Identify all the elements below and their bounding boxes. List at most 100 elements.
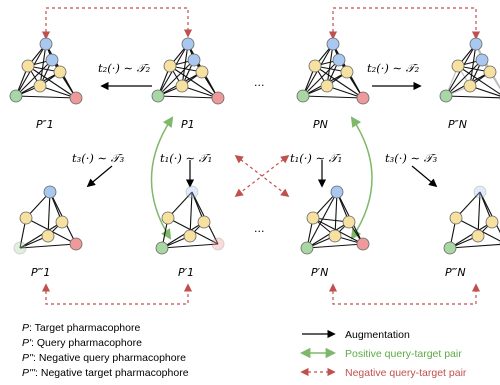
graph-node [197,215,211,229]
graph-edge [334,191,338,237]
legend-sym-0: P [22,322,29,334]
graph-node [473,185,487,199]
graph-node [342,215,356,229]
transform-t1-right: t₁(·) ∼ 𝒯₁ [290,151,342,165]
graph-p3-1 [13,185,83,255]
graph-node [483,65,497,79]
legend-text-3: : Negative target pharmacophore [35,367,189,379]
graph-node [155,241,169,255]
svg-text:P''': Negative target pharmaco: P''': Negative target pharmacophore [22,367,189,379]
graph-edge [157,95,219,99]
graph-edge [51,59,77,99]
svg-text:P: Target pharmacophore: P: Target pharmacophore [22,322,140,334]
graph-edge [445,95,500,99]
graph-node [356,237,370,251]
legend-sym-3: P''' [22,367,36,379]
graph-node [55,215,69,229]
graph-node [439,89,453,103]
label-p3-n: P‴N [445,266,466,279]
legend-text-0: : Target pharmacophore [29,322,140,334]
graph-p1 [151,37,225,105]
bottom-negative-link-left [41,283,193,305]
graph-edge [39,43,47,87]
graph-node [33,79,47,93]
top-negative-link-left [41,7,193,40]
graph-p1-1 [155,185,225,255]
label-p1-1: P′1 [178,266,194,279]
graph-node [328,229,342,243]
graph-edge [302,59,340,97]
graph-node [161,211,175,225]
graph-node [185,185,199,199]
graph-node [308,59,322,73]
graph-node [300,241,314,255]
graph-node [19,211,33,225]
graph-node [340,65,354,79]
graph-node [187,53,201,67]
graph-edge [157,59,195,97]
graph-node [320,79,334,93]
graph-node [69,237,83,251]
graph-edge [193,59,219,99]
graph-node [181,37,195,51]
transform-t3-right: t₃(·) ∼ 𝒯₃ [385,151,438,165]
pharmacophore-graphs [9,37,500,255]
graph-edge [161,221,205,249]
svg-text:P': Query pharmacophore: P': Query pharmacophore [22,337,142,349]
legend-left: P: Target pharmacophore P': Query pharma… [22,322,189,379]
graph-node [475,53,489,67]
graph-node [332,53,346,67]
graph-edge [469,43,477,87]
legend-sym-2: P'' [22,352,34,364]
legend-sym-1: P' [22,337,32,349]
top-negative-link-right [328,7,481,40]
ellipsis-bottom: ... [254,222,265,235]
ellipsis-top: ... [254,76,265,89]
graph-edge [449,221,493,249]
graph-edge [15,95,77,99]
graph-p2-n [439,37,500,103]
graph-node [45,53,59,67]
graph-edge [306,191,338,249]
legend-negative-text: Negative query-target pair [345,367,467,379]
graph-node [306,211,320,225]
graph-node [463,79,477,93]
graph-edge [306,221,350,249]
graph-edge [338,59,364,99]
graph-edge [481,59,500,90]
graph-node [43,185,57,199]
graph-node [163,59,177,73]
graph-edge [27,65,77,99]
graph-edge [445,59,483,97]
graph-node [13,241,27,255]
graph-edge [19,221,63,249]
graph-node [296,89,310,103]
label-p1-n: P′N [311,266,328,279]
graph-edge [181,43,189,87]
graph-edge [189,191,193,237]
legend-positive-text: Positive query-target pair [345,348,462,360]
graph-edge [457,65,500,95]
graph-node [451,59,465,73]
graph-node [9,89,23,103]
positive-arrow-right [350,116,373,240]
graph-node [211,91,225,105]
legend-text-1: : Query pharmacophore [31,337,142,349]
legend-augment-text: Augmentation [345,329,410,341]
graph-node [356,91,370,105]
bottom-negative-link-right [328,283,481,305]
augment-arrow-t3-right [411,165,438,188]
graph-node [449,211,463,225]
central-negative-cross [234,154,290,198]
graph-node [39,37,53,51]
graph-node [41,229,55,243]
transform-t2-right: t₂(·) ∼ 𝒯₂ [367,61,420,75]
graph-edge [15,59,53,97]
graph-edge [449,243,500,249]
positive-arrow-left [150,116,174,240]
graph-node [469,37,483,51]
graph-edge [306,243,364,249]
graph-node [471,229,485,243]
graph-node [443,241,457,255]
graph-node [195,65,209,79]
